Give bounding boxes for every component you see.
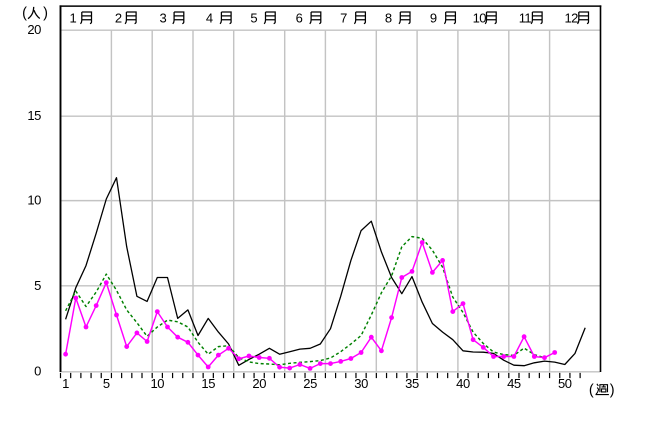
svg-text:4: 4 (206, 11, 213, 26)
svg-text:45: 45 (507, 376, 521, 391)
svg-text:7: 7 (340, 11, 347, 26)
svg-text:5: 5 (103, 376, 110, 391)
svg-text:25: 25 (303, 376, 317, 391)
svg-text:9: 9 (430, 11, 437, 26)
svg-text:1: 1 (69, 11, 76, 26)
svg-text:10: 10 (150, 376, 164, 391)
svg-text:15: 15 (27, 108, 41, 123)
svg-text:): ) (43, 6, 48, 22)
svg-text:10: 10 (473, 11, 487, 26)
svg-text:20: 20 (27, 22, 41, 37)
svg-text:10: 10 (27, 193, 41, 208)
svg-text:12: 12 (564, 11, 578, 26)
svg-text:20: 20 (252, 376, 266, 391)
svg-text:5: 5 (34, 278, 41, 293)
svg-text:35: 35 (405, 376, 419, 391)
svg-text:8: 8 (385, 11, 392, 26)
svg-text:0: 0 (34, 363, 41, 378)
svg-text:15: 15 (201, 376, 215, 391)
svg-text:3: 3 (159, 11, 166, 26)
svg-text:40: 40 (456, 376, 470, 391)
svg-text:11: 11 (519, 11, 532, 26)
svg-text:30: 30 (354, 376, 368, 391)
svg-text:2: 2 (115, 11, 122, 26)
svg-text:(: ( (22, 6, 27, 22)
svg-text:): ) (610, 383, 615, 399)
svg-text:6: 6 (296, 11, 303, 26)
svg-text:5: 5 (250, 11, 257, 26)
svg-text:1: 1 (62, 376, 69, 391)
svg-text:(: ( (589, 383, 594, 399)
svg-text:50: 50 (558, 376, 572, 391)
